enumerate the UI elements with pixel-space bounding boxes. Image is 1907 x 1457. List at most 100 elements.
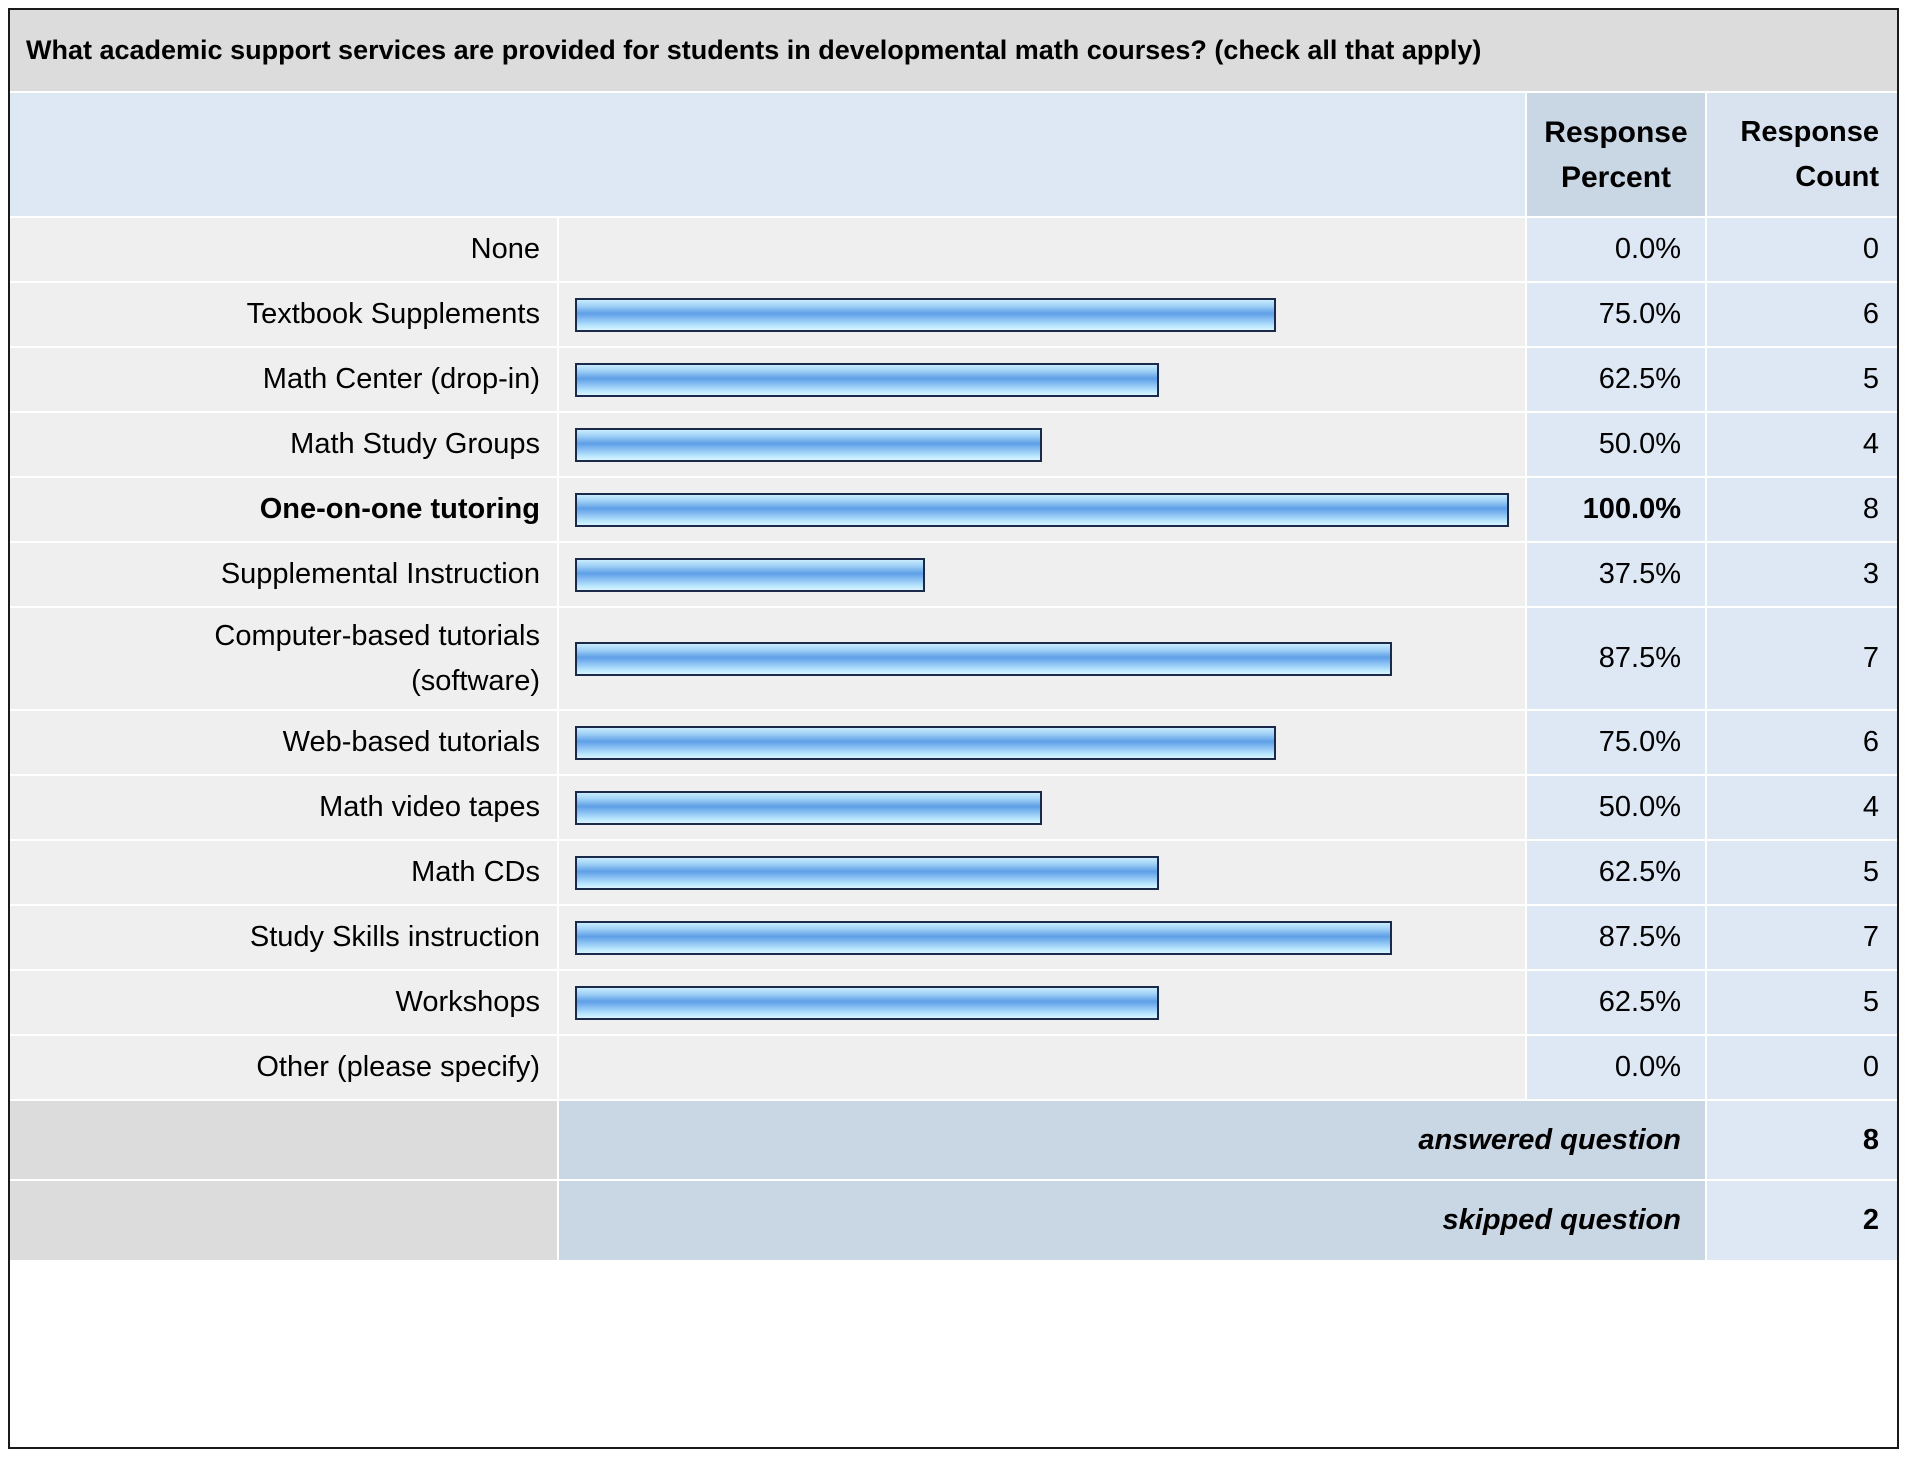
response-count: 5 [1704,346,1897,412]
category-label: None [10,216,558,282]
category-label-text-line2: (software) [411,664,540,697]
category-label-text: Math CDs [411,856,540,888]
category-label: Other (please specify) [10,1034,558,1100]
percent-header-line2: Percent [1560,160,1672,194]
response-percent: 0.0% [1525,1034,1706,1100]
response-count: 6 [1704,709,1897,775]
response-percent: 0.0% [1525,216,1706,282]
category-label-text: None [470,233,540,265]
category-label: Supplemental Instruction [10,541,558,607]
bar-track [557,411,1526,477]
bar-track [557,476,1526,542]
table-row: Math Center (drop-in) 62.5% 5 [10,346,1897,412]
count-header-line1: Response [1740,115,1880,148]
bar-track [557,606,1526,710]
table-row: Workshops 62.5% 5 [10,969,1897,1035]
bar-track [557,709,1526,775]
category-label-text: Math Study Groups [290,428,540,460]
table-row: Web-based tutorials 75.0% 6 [10,709,1897,775]
category-label: Computer-based tutorials (software) [10,606,558,710]
category-label: Textbook Supplements [10,281,558,347]
response-count: 4 [1704,774,1897,840]
response-percent: 87.5% [1525,606,1706,710]
response-count: 8 [1704,476,1897,542]
bar [575,297,1276,332]
bar-track [557,216,1526,282]
bar-track [557,346,1526,412]
bar [575,362,1159,397]
skipped-question-label: skipped question [557,1179,1706,1260]
response-percent: 62.5% [1525,839,1706,905]
response-count: 4 [1704,411,1897,477]
count-header-line2: Count [1795,160,1880,193]
footer-blank-skipped [10,1179,558,1260]
response-count: 6 [1704,281,1897,347]
response-percent: 50.0% [1525,774,1706,840]
bar-track [557,1034,1526,1100]
category-label: Web-based tutorials [10,709,558,775]
response-count: 7 [1704,904,1897,970]
table-row: Supplemental Instruction 37.5% 3 [10,541,1897,607]
category-label-text: One-on-one tutoring [259,493,540,525]
category-label-text: Textbook Supplements [246,298,540,330]
table-row: Other (please specify) 0.0% 0 [10,1034,1897,1100]
category-label: Math CDs [10,839,558,905]
bar [575,427,1042,462]
response-count: 3 [1704,541,1897,607]
footer-blank-answered [10,1099,558,1180]
answered-question-label: answered question [557,1099,1706,1180]
response-percent: 75.0% [1525,281,1706,347]
category-label-text: Math video tapes [319,791,540,823]
response-count: 5 [1704,969,1897,1035]
skipped-question-value: 2 [1704,1179,1897,1260]
bar [575,557,925,592]
response-percent: 87.5% [1525,904,1706,970]
survey-results-frame: What academic support services are provi… [8,8,1899,1449]
category-label: Math video tapes [10,774,558,840]
category-label-text: Computer-based tutorials [214,619,540,652]
table-row: Math video tapes 50.0% 4 [10,774,1897,840]
category-label-text: Supplemental Instruction [220,558,540,590]
table-row: None 0.0% 0 [10,216,1897,282]
category-label: Math Study Groups [10,411,558,477]
bar [575,790,1042,825]
bar-track [557,774,1526,840]
table-row: One-on-one tutoring 100.0% 8 [10,476,1897,542]
response-percent-header: Response Percent [1525,92,1706,217]
response-percent: 50.0% [1525,411,1706,477]
bar [575,920,1392,955]
bar [575,985,1159,1020]
percent-header-line1: Response [1544,115,1688,149]
category-label-text: Other (please specify) [256,1051,540,1083]
header-blank [10,92,1526,217]
table-row: Textbook Supplements 75.0% 6 [10,281,1897,347]
response-percent: 37.5% [1525,541,1706,607]
bar-track [557,904,1526,970]
bar [575,492,1509,527]
response-percent: 75.0% [1525,709,1706,775]
bar [575,855,1159,890]
category-label: Study Skills instruction [10,904,558,970]
question-title: What academic support services are provi… [10,10,1897,93]
bar-track [557,541,1526,607]
bar [575,725,1276,760]
table-row: Math Study Groups 50.0% 4 [10,411,1897,477]
table-row: Math CDs 62.5% 5 [10,839,1897,905]
response-percent: 100.0% [1525,476,1706,542]
category-label-text: Study Skills instruction [249,921,540,953]
table-row: Computer-based tutorials (software) 87.5% 7 [10,606,1897,710]
response-count-header: Response Count [1704,92,1897,217]
survey-table: What academic support services are provi… [10,10,1897,1260]
category-label-text: Math Center (drop-in) [262,363,540,395]
category-label: Workshops [10,969,558,1035]
category-label: One-on-one tutoring [10,476,558,542]
bar-track [557,281,1526,347]
bar [575,641,1392,676]
category-label-text: Workshops [395,986,540,1018]
response-count: 0 [1704,216,1897,282]
response-count: 7 [1704,606,1897,710]
answer-rows: None 0.0% 0 Textbook Supplements 75.0% 6 Math … [10,216,1897,1100]
response-percent: 62.5% [1525,969,1706,1035]
category-label-text: Web-based tutorials [282,726,540,758]
table-row: Study Skills instruction 87.5% 7 [10,904,1897,970]
